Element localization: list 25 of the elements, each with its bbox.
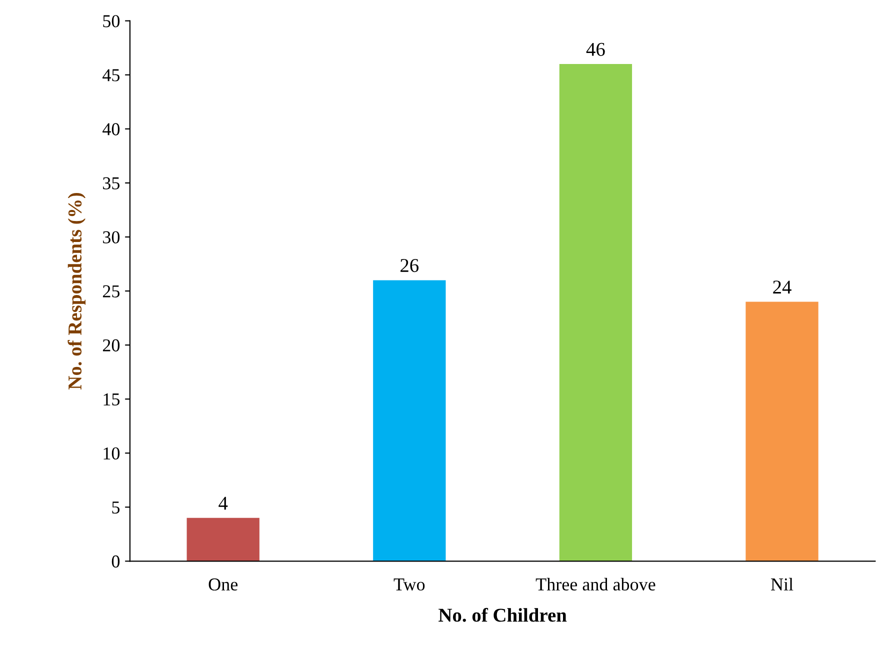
y-tick-label: 35 xyxy=(103,177,120,190)
x-axis-title: No. of Children xyxy=(438,608,567,622)
data-label: 4 xyxy=(218,496,228,510)
bar xyxy=(373,280,446,562)
bar xyxy=(186,518,260,562)
x-tick-label: Two xyxy=(394,578,425,591)
y-tick-label: 25 xyxy=(102,285,120,298)
data-label: 46 xyxy=(586,42,605,56)
x-tick-label: Three and above xyxy=(536,578,656,591)
y-tick-label: 15 xyxy=(104,393,120,406)
y-tick-label: 0 xyxy=(112,555,120,568)
bar xyxy=(746,302,818,562)
bar xyxy=(559,64,632,562)
y-tick-label: 50 xyxy=(103,15,120,28)
data-label: 26 xyxy=(400,259,419,272)
data-label: 24 xyxy=(773,280,792,294)
x-tick-label: Nil xyxy=(770,578,794,590)
y-tick-label: 5 xyxy=(112,502,120,514)
y-axis-title: No. of Respondents (%) xyxy=(68,193,86,390)
y-tick-label: 45 xyxy=(102,69,120,82)
y-tick-label: 30 xyxy=(103,231,120,244)
y-tick-label: 40 xyxy=(102,123,120,136)
x-tick-label: One xyxy=(208,578,238,591)
y-tick-label: 10 xyxy=(104,447,120,460)
y-tick-label: 20 xyxy=(102,339,120,352)
